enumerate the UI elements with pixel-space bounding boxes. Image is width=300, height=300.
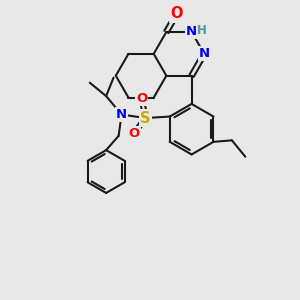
Text: O: O xyxy=(170,6,183,21)
Text: H: H xyxy=(197,22,207,35)
Text: H: H xyxy=(197,24,207,37)
Text: O: O xyxy=(128,127,140,140)
Text: N: N xyxy=(116,108,127,121)
Text: O: O xyxy=(170,6,183,21)
Text: N: N xyxy=(199,47,210,60)
Text: N: N xyxy=(186,26,197,38)
Text: O: O xyxy=(136,92,147,105)
Text: S: S xyxy=(140,110,151,125)
Text: N: N xyxy=(186,26,197,38)
Text: N: N xyxy=(199,47,210,60)
